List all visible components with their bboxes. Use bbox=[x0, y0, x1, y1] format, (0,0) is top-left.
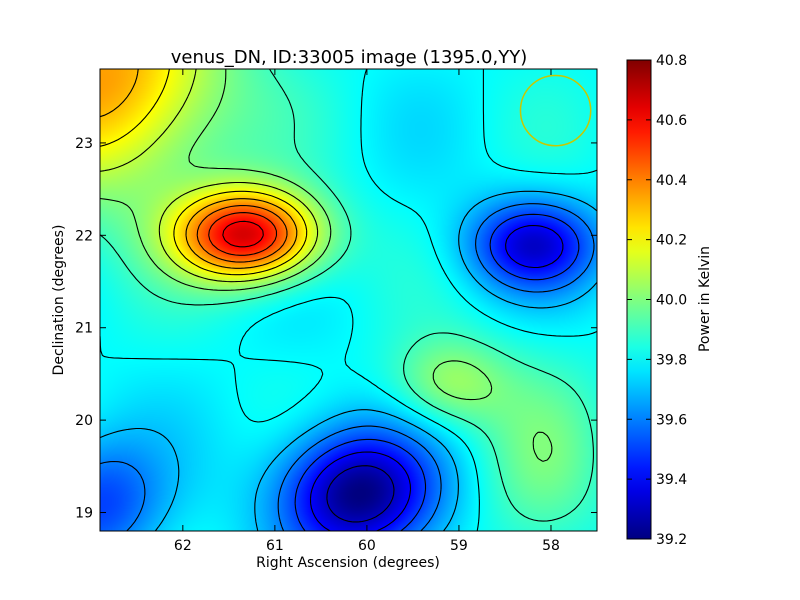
x-axis-label: Right Ascension (degrees) bbox=[256, 555, 440, 571]
x-tick-label: 58 bbox=[542, 538, 560, 554]
colorbar-tick-label: 40.0 bbox=[656, 293, 687, 309]
contour-line bbox=[309, 224, 564, 532]
colorbar-tick-label: 40.6 bbox=[656, 113, 687, 129]
y-tick-label: 23 bbox=[75, 136, 93, 152]
y-axis-label: Declination (degrees) bbox=[51, 225, 67, 376]
contour-line bbox=[326, 465, 395, 523]
colorbar-tick-label: 39.4 bbox=[656, 472, 687, 488]
x-tick-label: 61 bbox=[266, 538, 284, 554]
contour-line bbox=[99, 68, 319, 283]
chart-title: venus_DN, ID:33005 image (1395.0,YY) bbox=[171, 47, 527, 68]
colorbar-ticks: 39.2 39.4 39.6 39.8 40.0 40.2 40.4 40.6 40.8 bbox=[627, 53, 687, 548]
x-tick-label: 60 bbox=[358, 538, 376, 554]
x-tick-label: 62 bbox=[174, 538, 192, 554]
y-tick-label: 20 bbox=[75, 413, 93, 429]
contour-line bbox=[99, 68, 298, 269]
contour-line bbox=[99, 190, 598, 532]
y-tick-label: 19 bbox=[75, 506, 93, 522]
contour-line bbox=[294, 213, 580, 532]
colorbar-tick-label: 40.8 bbox=[656, 53, 687, 69]
contour-line bbox=[222, 220, 264, 248]
colorbar-tick-label: 40.2 bbox=[656, 233, 687, 249]
colorbar-tick-label: 39.6 bbox=[656, 412, 687, 428]
contour-line bbox=[99, 68, 594, 522]
colorbar-tick-label: 39.2 bbox=[656, 532, 687, 548]
x-axis-ticks: 62 61 60 59 58 bbox=[174, 69, 560, 554]
colorbar-label: Power in Kelvin bbox=[697, 246, 713, 352]
x-tick-label: 59 bbox=[450, 538, 468, 554]
plot-frame bbox=[99, 68, 598, 532]
heatmap-image bbox=[100, 69, 597, 531]
y-axis-ticks: 19 20 21 22 23 bbox=[75, 136, 597, 522]
y-tick-label: 22 bbox=[75, 228, 93, 244]
contour-line bbox=[99, 68, 308, 276]
contour-line bbox=[99, 68, 598, 532]
beam-circle bbox=[519, 74, 592, 147]
contour-lines bbox=[99, 68, 598, 532]
contour-line bbox=[208, 212, 278, 256]
contour-line bbox=[99, 203, 595, 532]
colorbar-tick-label: 39.8 bbox=[656, 352, 687, 368]
colorbar: 39.2 39.4 39.6 39.8 40.0 40.2 40.4 40.6 40.8 Pow… bbox=[626, 53, 713, 548]
colorbar-tick-label: 40.4 bbox=[656, 173, 687, 189]
y-tick-label: 21 bbox=[75, 321, 93, 337]
plot-area: 62 61 60 59 58 19 20 21 22 23 bbox=[75, 68, 598, 554]
contour-line bbox=[196, 204, 288, 263]
contour-line bbox=[99, 69, 553, 462]
